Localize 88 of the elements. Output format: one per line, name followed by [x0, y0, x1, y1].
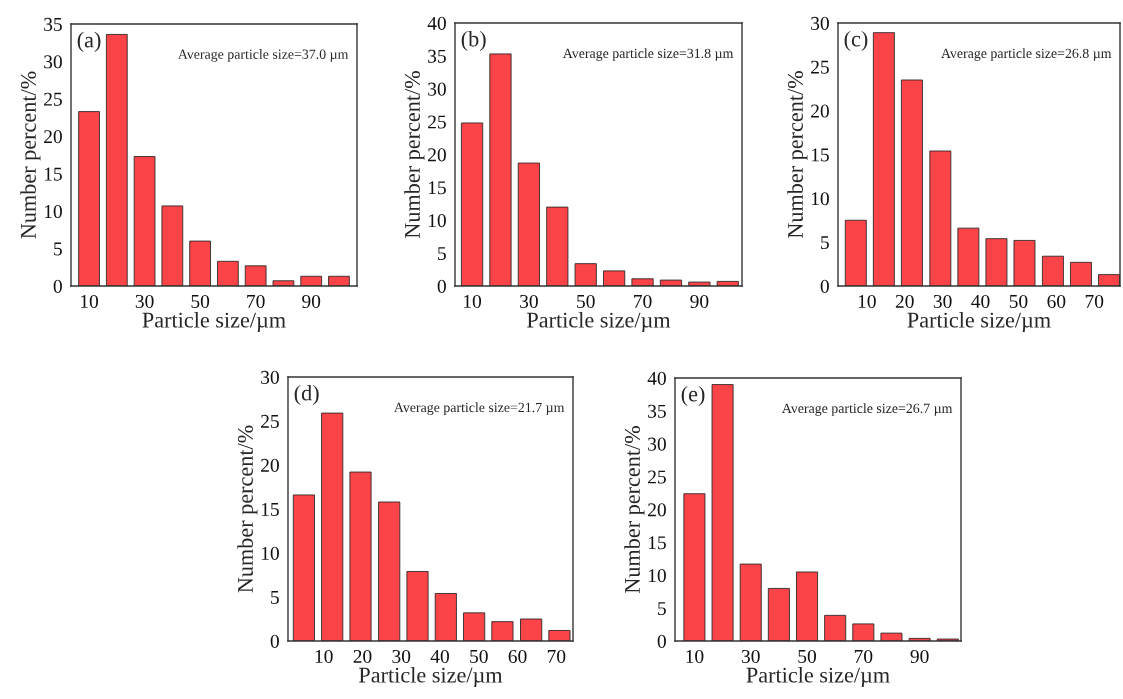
- y-tick-label: 20: [811, 104, 829, 118]
- y-tick-label: 15: [261, 502, 279, 516]
- y-tick-label: 10: [44, 204, 62, 219]
- y-tick-label: 30: [428, 82, 446, 96]
- x-tick-label: 20: [353, 649, 372, 664]
- x-tick-label: 30: [520, 294, 538, 309]
- x-tick-label: 50: [1009, 294, 1028, 309]
- x-tick-label: 10: [81, 294, 99, 309]
- x-tick-label: 50: [470, 649, 488, 664]
- x-tick-label: 70: [1085, 294, 1104, 309]
- y-tick-label: 20: [44, 130, 62, 144]
- y-tick-label: 25: [648, 470, 666, 484]
- y-tick-label: 10: [811, 192, 829, 206]
- y-tick-label: 0: [437, 279, 446, 293]
- annotation: Average particle size=26.8 µm: [941, 48, 1112, 61]
- y-tick-label: 25: [428, 115, 446, 129]
- annotation: (d): [294, 384, 319, 406]
- annotation: (a): [77, 31, 101, 53]
- annotation: (e): [681, 385, 705, 407]
- annotation: Average particle size=26.7 µm: [781, 403, 953, 416]
- y-tick-label: 15: [44, 167, 62, 181]
- x-axis-title: Particle size/µm: [527, 311, 671, 333]
- x-tick-label: 10: [686, 649, 704, 664]
- y-tick-label: 20: [261, 458, 279, 472]
- annotation: Average particle size=37.0 µm: [177, 49, 349, 62]
- x-tick-label: 70: [547, 649, 566, 664]
- y-tick-label: 30: [648, 437, 666, 451]
- y-tick-label: 5: [438, 247, 446, 261]
- x-tick-label: 90: [690, 294, 709, 309]
- y-axis-title: Number percent/%: [237, 425, 258, 593]
- y-tick-label: 0: [270, 634, 279, 648]
- x-tick-label: 50: [577, 294, 595, 309]
- y-tick-label: 5: [54, 242, 62, 256]
- y-tick-label: 15: [811, 148, 829, 162]
- x-tick-label: 50: [191, 294, 210, 309]
- x-tick-label: 70: [634, 294, 652, 309]
- y-tick-label: 30: [44, 55, 62, 69]
- y-tick-label: 20: [428, 148, 446, 162]
- y-tick-label: 25: [44, 92, 62, 106]
- y-tick-label: 5: [271, 591, 279, 604]
- y-tick-label: 10: [428, 214, 446, 228]
- y-axis-title: Number percent/%: [404, 71, 425, 239]
- x-tick-label: 10: [315, 649, 333, 664]
- x-tick-label: 10: [858, 294, 876, 309]
- y-tick-label: 10: [261, 546, 279, 560]
- x-axis-title: Particle size/µm: [746, 666, 890, 688]
- x-tick-label: 60: [508, 649, 527, 664]
- y-tick-label: 25: [261, 414, 279, 428]
- x-axis-title: Particle size/µm: [907, 311, 1051, 333]
- y-tick-label: 0: [53, 279, 62, 293]
- x-tick-label: 30: [135, 294, 154, 309]
- y-tick-label: 15: [428, 181, 446, 195]
- x-tick-label: 30: [741, 649, 760, 664]
- y-tick-label: 40: [647, 371, 666, 385]
- y-tick-label: 5: [821, 236, 829, 250]
- y-tick-label: 20: [648, 503, 666, 517]
- y-tick-label: 15: [648, 536, 666, 550]
- x-tick-label: 40: [971, 294, 990, 309]
- x-tick-label: 20: [895, 294, 914, 309]
- y-tick-label: 0: [820, 279, 829, 293]
- annotation: Average particle size=31.8 µm: [562, 48, 734, 61]
- x-tick-label: 10: [464, 294, 482, 309]
- annotation: Average particle size=21.7 µm: [393, 402, 565, 415]
- y-axis-title: Number percent/%: [20, 71, 41, 239]
- x-tick-label: 70: [247, 294, 265, 309]
- y-tick-label: 25: [811, 60, 829, 74]
- x-tick-label: 70: [854, 649, 873, 664]
- annotation: (c): [844, 30, 868, 52]
- x-tick-label: 30: [933, 294, 952, 309]
- y-tick-label: 0: [657, 634, 666, 648]
- x-axis-title: Particle size/µm: [142, 311, 286, 333]
- y-tick-label: 5: [658, 602, 666, 616]
- y-tick-label: 30: [811, 16, 829, 30]
- y-tick-label: 35: [44, 17, 62, 31]
- x-tick-label: 90: [302, 294, 321, 309]
- y-tick-label: 10: [648, 569, 666, 583]
- x-tick-label: 90: [910, 649, 929, 664]
- x-axis-title: Particle size/µm: [359, 666, 503, 688]
- y-tick-label: 40: [427, 16, 446, 30]
- x-tick-label: 30: [392, 649, 411, 664]
- y-axis-title: Number percent/%: [787, 71, 808, 239]
- y-tick-label: 30: [261, 370, 279, 384]
- y-tick-label: 35: [648, 404, 666, 418]
- x-tick-label: 50: [798, 649, 816, 664]
- x-tick-label: 60: [1047, 294, 1066, 309]
- y-tick-label: 35: [428, 49, 446, 63]
- annotation: (b): [461, 30, 486, 52]
- y-axis-title: Number percent/%: [624, 426, 645, 594]
